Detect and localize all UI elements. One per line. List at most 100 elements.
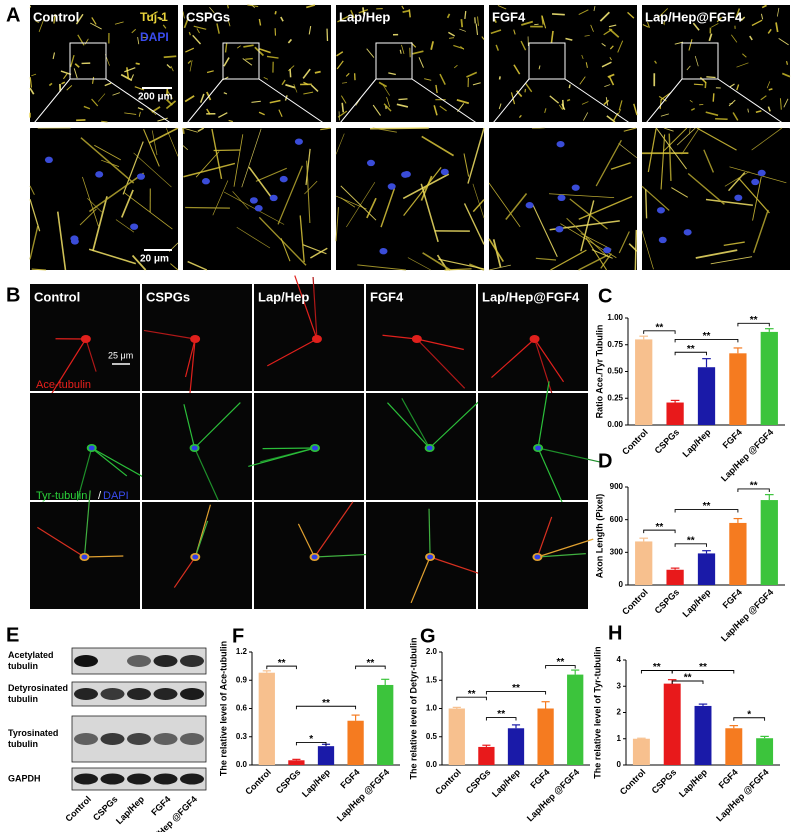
band: [153, 773, 178, 785]
x-tick-label: Lap/Hep: [300, 767, 333, 800]
neurite: [655, 127, 687, 170]
neurite: [143, 129, 160, 167]
neurite: [306, 160, 311, 224]
cell-body: [683, 229, 692, 236]
neurite: [167, 91, 173, 99]
bar: [760, 500, 778, 585]
cell-body: [311, 335, 322, 343]
neurite: [91, 17, 97, 25]
neurite: [387, 402, 431, 449]
neurite: [380, 188, 396, 228]
neurite: [212, 180, 229, 216]
neurite: [710, 256, 753, 265]
cell-body: [556, 140, 565, 148]
neurite: [767, 106, 771, 112]
neuron: [173, 504, 212, 588]
significance-bracket: [737, 322, 770, 327]
neurite: [134, 86, 145, 91]
neurite: [29, 199, 41, 232]
neurite: [194, 520, 209, 558]
neurite: [747, 108, 749, 113]
bar: [663, 683, 681, 765]
neurite: [584, 35, 590, 37]
neurite: [438, 258, 485, 270]
zoom-line: [717, 78, 791, 129]
neurite: [388, 72, 396, 76]
neurite: [708, 33, 713, 42]
blot-row-label: tubulin: [8, 661, 38, 671]
neurite: [433, 105, 438, 116]
neurite: [723, 241, 745, 247]
x-tick-label: FGF4: [721, 587, 744, 610]
neurite: [341, 102, 345, 113]
neurite: [245, 57, 253, 60]
neurite: [407, 257, 431, 271]
neurite: [690, 107, 695, 111]
neurite: [731, 34, 738, 43]
neurite: [456, 99, 470, 105]
neurite: [585, 237, 608, 271]
significance-label: **: [278, 658, 286, 669]
neurite: [303, 81, 309, 86]
neurite: [287, 38, 293, 44]
neurite: [337, 15, 349, 23]
y-tick-label: 1.2: [236, 647, 248, 656]
neurite: [668, 133, 672, 181]
bar: [567, 674, 584, 765]
neurite: [63, 73, 68, 80]
micrograph-texture: [642, 4, 791, 121]
neurite: [676, 127, 696, 146]
neurite: [280, 238, 291, 262]
neurite: [287, 65, 295, 72]
neurite: [188, 31, 191, 36]
significance-label: **: [684, 673, 692, 684]
neuron: [410, 508, 482, 604]
neurite: [88, 248, 137, 265]
panel-label: F: [232, 625, 244, 647]
neurite: [410, 556, 431, 604]
neuron: [266, 275, 318, 367]
zoom-box: [375, 42, 413, 80]
x-tick-label: Control: [620, 587, 650, 617]
column-title: FGF4: [492, 9, 526, 24]
neurite: [336, 51, 344, 57]
neurite: [776, 7, 780, 17]
neurite: [335, 207, 339, 242]
neurite: [182, 11, 185, 19]
band: [153, 688, 178, 700]
neuron: [537, 381, 601, 508]
neurite: [532, 203, 558, 258]
neurite: [604, 84, 611, 87]
cell-body: [751, 178, 760, 186]
neurite: [236, 45, 241, 49]
neurite: [189, 60, 193, 72]
bar: [694, 705, 712, 765]
neurite: [647, 128, 657, 173]
neurite: [641, 230, 654, 270]
significance-bracket: [737, 488, 770, 492]
neurite: [206, 70, 214, 74]
y-tick-label: 300: [610, 547, 624, 556]
neurite: [362, 7, 365, 16]
band: [127, 733, 151, 745]
neurite: [123, 192, 173, 230]
zoom-line: [564, 78, 638, 129]
significance-label: **: [699, 662, 707, 673]
cell-body: [557, 194, 566, 202]
neurite: [581, 54, 584, 60]
neurite: [340, 95, 347, 104]
neurite: [729, 83, 735, 88]
x-tick-label: FGF4: [717, 767, 740, 790]
neurite: [187, 260, 208, 271]
neurite: [467, 127, 485, 184]
neurite: [242, 58, 253, 66]
neurite: [31, 73, 37, 77]
cell-body: [95, 171, 104, 178]
neurite: [320, 127, 332, 131]
neurite: [218, 112, 228, 118]
neurite: [357, 264, 407, 271]
neurite: [372, 104, 381, 116]
neurite: [236, 226, 271, 249]
y-tick-label: 1.0: [426, 704, 438, 713]
x-tick-label: FGF4: [338, 767, 361, 790]
